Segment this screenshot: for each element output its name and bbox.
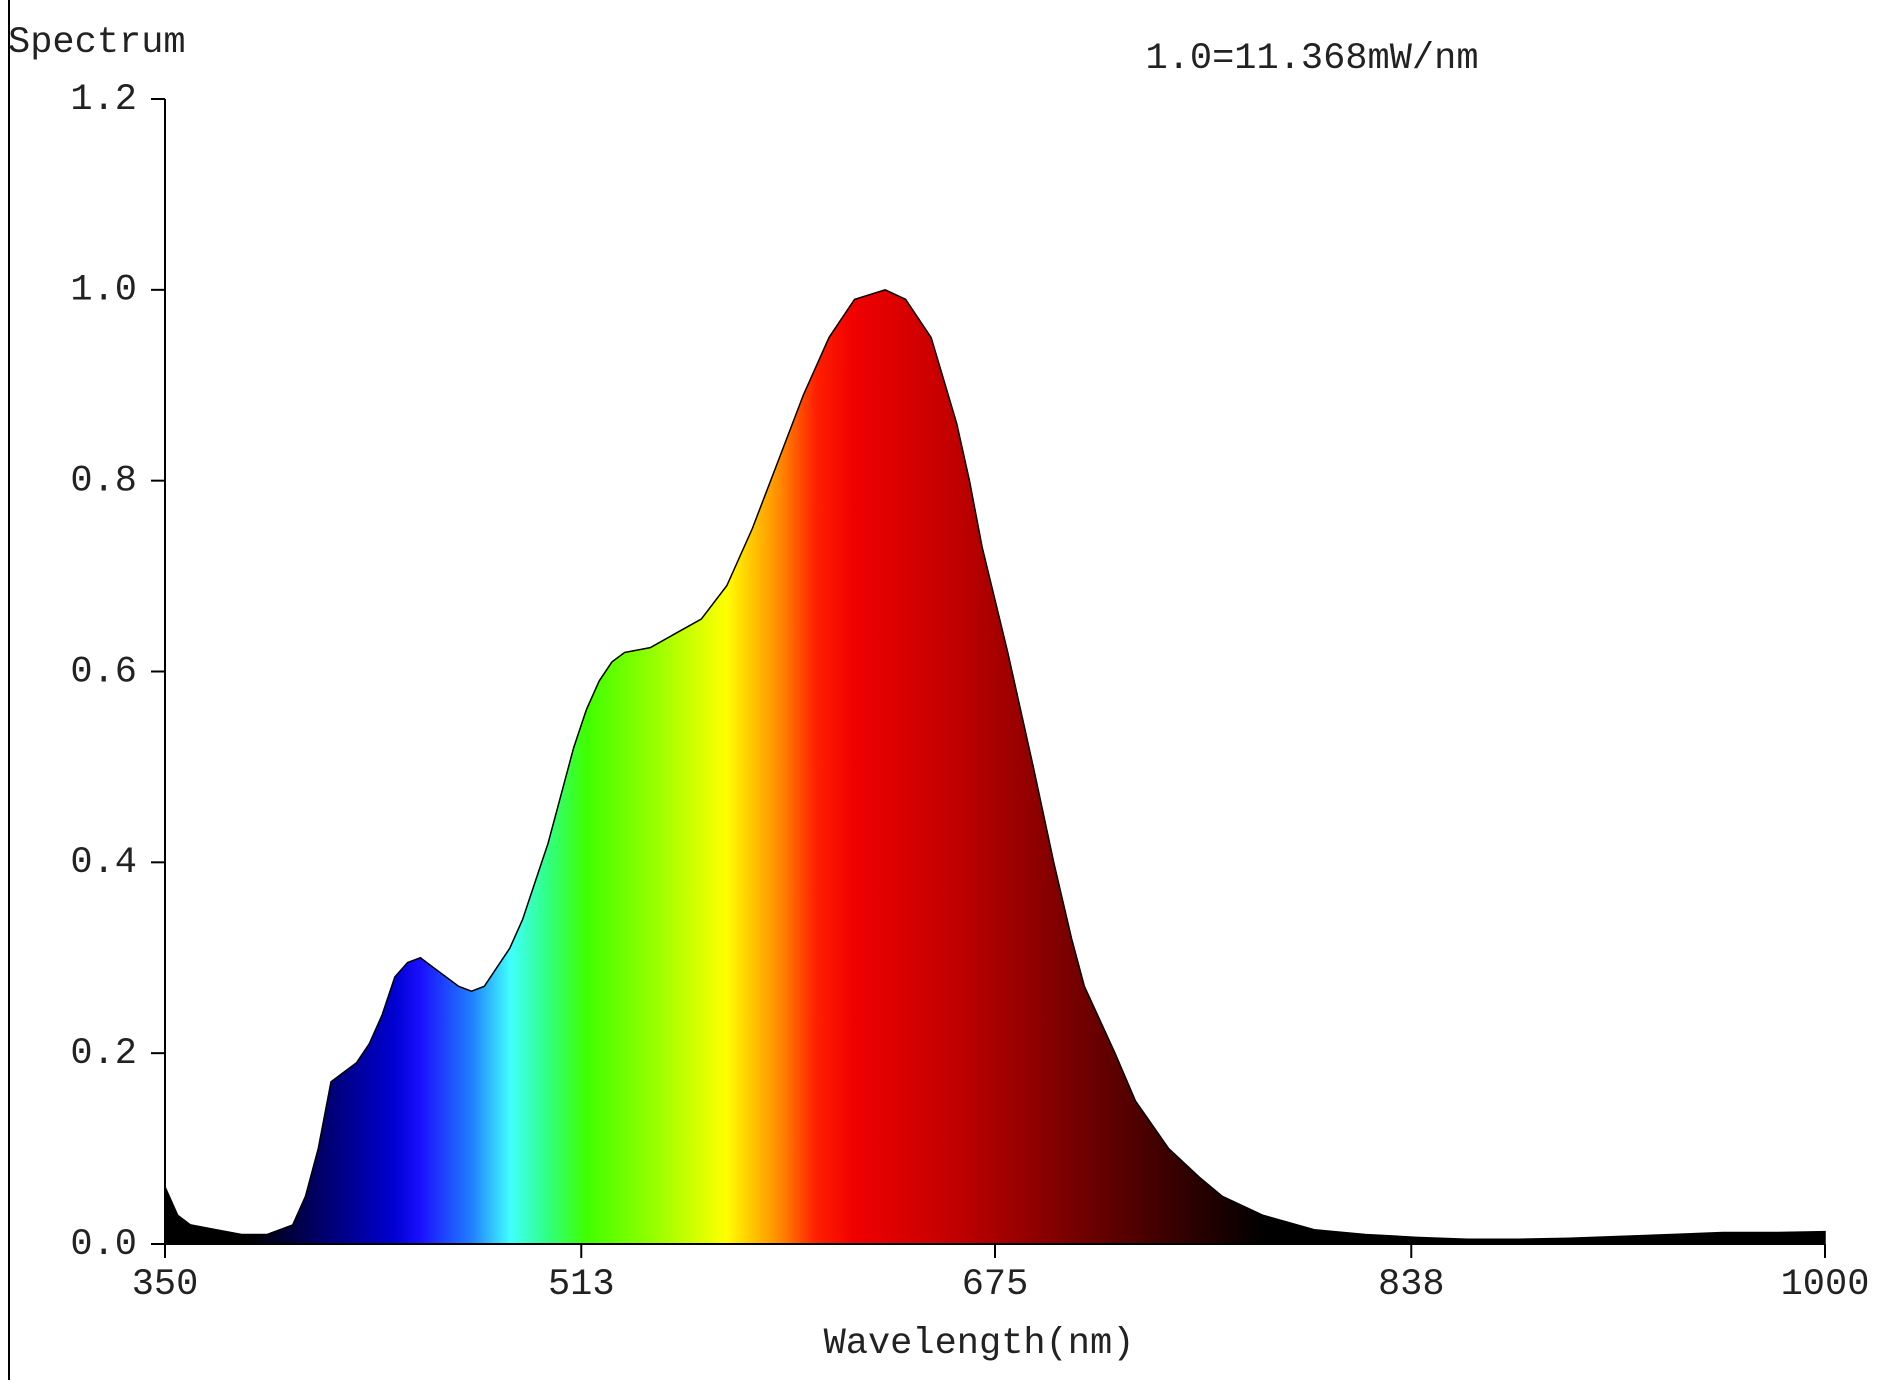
y-tick-label: 0.4: [70, 842, 137, 884]
annotation: 1.0=11.368mW/nm: [1145, 38, 1478, 80]
y-tick-label: 1.0: [70, 270, 137, 312]
y-tick-label: 0.8: [70, 460, 137, 502]
y-tick-label: 0.6: [70, 651, 137, 693]
x-tick-label: 838: [1378, 1264, 1445, 1306]
x-tick-label: 675: [962, 1264, 1029, 1306]
y-tick-label: 1.2: [70, 79, 137, 121]
x-tick-label: 513: [548, 1264, 615, 1306]
y-axis-label: Spectrum: [8, 22, 186, 64]
x-axis-label: Wavelength(nm): [824, 1323, 1135, 1365]
y-tick-label: 0.2: [70, 1033, 137, 1075]
x-tick-label: 350: [132, 1264, 199, 1306]
spectrum-area: [164, 289, 1826, 1245]
x-tick-label: 1000: [1781, 1264, 1870, 1306]
y-tick-label: 0.0: [70, 1224, 137, 1266]
